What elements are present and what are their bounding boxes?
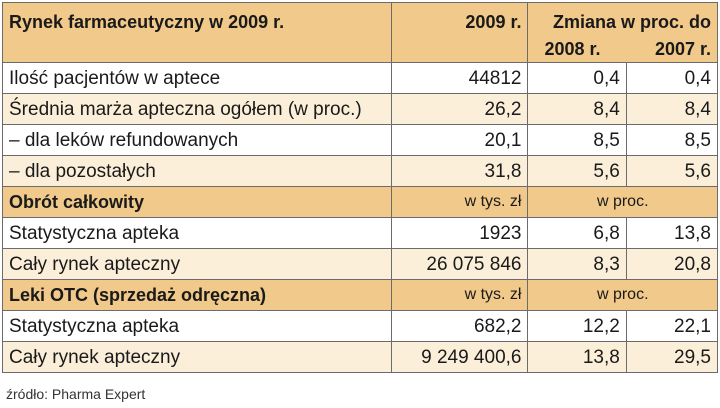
section-title: Leki OTC (sprzedaż odręczna) (1, 279, 393, 311)
row-label: – dla pozostałych (1, 155, 393, 187)
row-label: Statystyczna apteka (1, 217, 393, 249)
header-change-group: Zmiana w proc. do 2008 r. 2007 r. (527, 2, 718, 63)
value-2009: 682,2 (391, 310, 529, 342)
table-row: Ilość pacjentów w aptece 44812 0,4 0,4 (1, 62, 719, 94)
value-2009: 20,1 (391, 124, 529, 156)
row-label: Cały rynek apteczny (1, 248, 393, 280)
change-2008: 8,3 (527, 248, 627, 280)
table-row: – dla pozostałych 31,8 5,6 5,6 (1, 155, 719, 187)
section-unit-value: w tys. zł (391, 186, 529, 218)
row-label: Cały rynek apteczny (1, 341, 393, 373)
source-note: źródło: Pharma Expert (6, 386, 146, 402)
header-year-2009: 2009 r. (391, 2, 529, 63)
change-2008: 6,8 (527, 217, 627, 249)
header-change-label: Zmiana w proc. do (552, 11, 711, 32)
change-2007: 8,5 (625, 124, 719, 156)
section-unit-value: w tys. zł (391, 279, 529, 311)
value-2009: 1923 (391, 217, 529, 249)
change-2007: 8,4 (625, 93, 719, 125)
table-row: – dla leków refundowanych 20,1 8,5 8,5 (1, 124, 719, 156)
table-row: Statystyczna apteka 682,2 12,2 22,1 (1, 310, 719, 342)
value-2009: 26 075 846 (391, 248, 529, 280)
section-unit-change: w proc. (527, 279, 718, 311)
row-label: Ilość pacjentów w aptece (1, 62, 393, 94)
table-row: Cały rynek apteczny 9 249 400,6 13,8 29,… (1, 341, 719, 373)
change-2008: 8,5 (527, 124, 627, 156)
table-row: Statystyczna apteka 1923 6,8 13,8 (1, 217, 719, 249)
value-2009: 44812 (391, 62, 529, 94)
row-label: – dla leków refundowanych (1, 124, 393, 156)
section-header-total-turnover: Obrót całkowity w tys. zł w proc. (1, 186, 718, 218)
pharma-market-table: Rynek farmaceutyczny w 2009 r. 2009 r. Z… (1, 2, 719, 373)
value-2009: 9 249 400,6 (391, 341, 529, 373)
section-unit-change: w proc. (527, 186, 718, 218)
change-2008: 13,8 (527, 341, 627, 373)
header-year-2007: 2007 r. (654, 38, 711, 59)
change-2007: 13,8 (625, 217, 719, 249)
change-2007: 22,1 (625, 310, 719, 342)
change-2008: 0,4 (527, 62, 627, 94)
row-label: Statystyczna apteka (1, 310, 393, 342)
change-2008: 8,4 (527, 93, 627, 125)
change-2007: 0,4 (625, 62, 719, 94)
value-2009: 31,8 (391, 155, 529, 187)
change-2007: 5,6 (625, 155, 719, 187)
table-title: Rynek farmaceutyczny w 2009 r. (1, 2, 393, 63)
table-header-row: Rynek farmaceutyczny w 2009 r. 2009 r. Z… (1, 2, 718, 63)
change-2008: 5,6 (527, 155, 627, 187)
change-2007: 29,5 (625, 341, 719, 373)
change-2008: 12,2 (527, 310, 627, 342)
header-year-2008: 2008 r. (544, 38, 601, 59)
section-header-otc: Leki OTC (sprzedaż odręczna) w tys. zł w… (1, 279, 718, 311)
value-2009: 26,2 (391, 93, 529, 125)
change-2007: 20,8 (625, 248, 719, 280)
section-title: Obrót całkowity (1, 186, 393, 218)
table-row: Cały rynek apteczny 26 075 846 8,3 20,8 (1, 248, 719, 280)
table-row: Średnia marża apteczna ogółem (w proc.) … (1, 93, 719, 125)
row-label: Średnia marża apteczna ogółem (w proc.) (1, 93, 393, 125)
